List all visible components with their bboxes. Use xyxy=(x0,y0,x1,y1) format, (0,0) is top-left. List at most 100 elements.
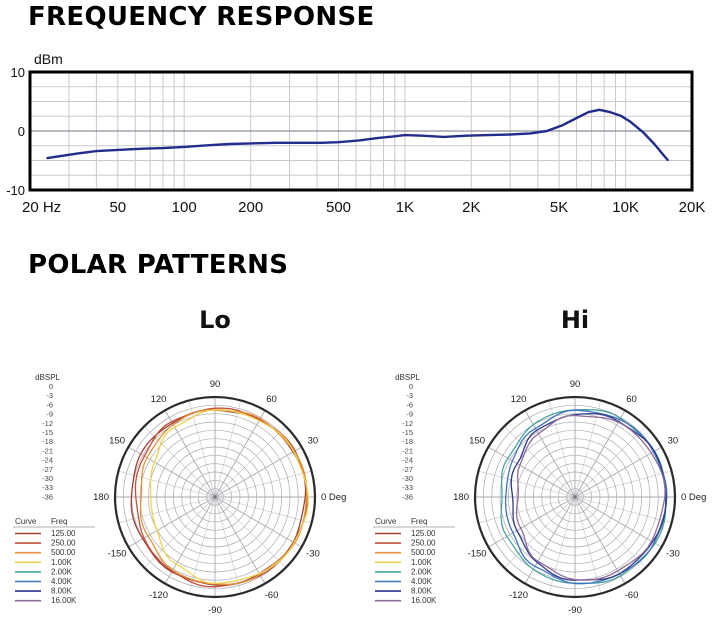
polar-angle-label: -120 xyxy=(509,590,528,601)
polar-radial-tick-label: -33 xyxy=(42,483,53,492)
polar-radial-tick-label: -21 xyxy=(42,446,53,455)
polar-angle-label: -150 xyxy=(108,549,127,560)
freq-grid xyxy=(30,72,692,190)
polar-radial-tick-label: -33 xyxy=(402,483,413,492)
polar-radial-tick-label: -15 xyxy=(402,428,413,437)
freq-y-axis-unit: dBm xyxy=(34,51,63,67)
legend-freq-label: 125.00 xyxy=(51,529,76,538)
polar-angle-label: 60 xyxy=(626,394,637,405)
legend-header-freq: Freq xyxy=(51,517,67,526)
freq-xtick-label: 2K xyxy=(462,199,480,216)
polar-hi-title: Hi xyxy=(560,306,590,334)
freq-ytick-label: 0 xyxy=(18,124,25,139)
polar-radial-tick-label: -27 xyxy=(42,465,53,474)
polar-radial-tick-label: -6 xyxy=(406,400,413,409)
polar-angle-label: 0 Deg xyxy=(321,492,346,503)
freq-response-curve xyxy=(46,108,669,162)
legend-freq-label: 500.00 xyxy=(411,548,436,557)
polar-angle-label: 30 xyxy=(668,436,679,447)
polar-radial-tick-label: -3 xyxy=(406,391,413,400)
polar-angle-label: -120 xyxy=(149,590,168,601)
freq-xtick-label: 50 xyxy=(109,199,126,216)
freq-xtick-label: 1K xyxy=(396,199,414,216)
polar-curve-1.00K xyxy=(149,408,309,585)
freq-xtick-label: 20 Hz xyxy=(22,199,61,216)
legend-freq-label: 8.00K xyxy=(51,587,73,596)
polar-angle-label: -90 xyxy=(208,605,222,616)
legend-freq-label: 125.00 xyxy=(411,529,436,538)
freq-plot-border xyxy=(28,70,694,192)
polar-radial-tick-label: -18 xyxy=(42,437,53,446)
polar-angle-label: -90 xyxy=(568,605,582,616)
polar-radial-axis-label: dBSPL xyxy=(395,373,420,382)
polar-angle-label: -60 xyxy=(265,590,279,601)
legend-freq-label: 1.00K xyxy=(51,558,73,567)
polar-angle-label: -60 xyxy=(625,590,639,601)
polar-curve-250.00 xyxy=(134,407,309,588)
polar-radial-tick-label: -27 xyxy=(402,465,413,474)
polar-curve-8.00K xyxy=(510,412,667,581)
polar-radial-tick-label: -3 xyxy=(46,391,53,400)
polar-angle-label: 90 xyxy=(210,379,221,390)
polar-radial-tick-label: -6 xyxy=(46,400,53,409)
polar-angle-label: 120 xyxy=(511,394,527,405)
freq-xtick-label: 200 xyxy=(238,199,263,216)
polar-angle-label: 180 xyxy=(93,492,109,503)
legend-header-curve: Curve xyxy=(15,517,37,526)
polar-lo-title: Lo xyxy=(199,306,231,334)
legend-header-freq: Freq xyxy=(411,517,427,526)
frequency-response-title: FREQUENCY RESPONSE xyxy=(28,2,375,32)
polar-angle-label: 0 Deg xyxy=(681,492,706,503)
polar-center-dot xyxy=(213,495,217,499)
legend-freq-label: 250.00 xyxy=(51,539,76,548)
legend-freq-label: 1.00K xyxy=(411,558,433,567)
polar-angle-label: 180 xyxy=(453,492,469,503)
polar-center-dot xyxy=(573,495,577,499)
polar-angle-label: 30 xyxy=(308,436,319,447)
polar-angle-label: 60 xyxy=(266,394,277,405)
polar-radial-tick-label: -36 xyxy=(42,492,53,501)
polar-radial-tick-label: -15 xyxy=(42,428,53,437)
polar-angle-label: -30 xyxy=(306,549,320,560)
polar-curve-16.00K xyxy=(515,414,666,581)
freq-xtick-label: 100 xyxy=(172,199,197,216)
legend-freq-label: 250.00 xyxy=(411,539,436,548)
polar-radial-tick-label: -36 xyxy=(402,492,413,501)
freq-xtick-label: 5K xyxy=(550,199,568,216)
polar-radial-tick-label: -12 xyxy=(42,419,53,428)
polar-curve-500.00 xyxy=(139,409,308,585)
polar-angle-label: 120 xyxy=(151,394,167,405)
polar-radial-tick-label: -18 xyxy=(402,437,413,446)
legend-freq-label: 4.00K xyxy=(51,577,73,586)
freq-xtick-label: 10K xyxy=(612,199,639,216)
polar-radial-tick-label: 0 xyxy=(409,382,413,391)
freq-ytick-label: -10 xyxy=(6,183,25,198)
polar-radial-tick-label: -30 xyxy=(402,474,413,483)
polar-radial-tick-label: -9 xyxy=(406,410,413,419)
freq-ytick-label: 10 xyxy=(11,65,25,80)
polar-radial-tick-label: 0 xyxy=(49,382,53,391)
legend-freq-label: 4.00K xyxy=(411,577,433,586)
polar-radial-tick-label: -24 xyxy=(402,456,413,465)
polar-angle-label: 150 xyxy=(109,436,125,447)
legend-freq-label: 16.00K xyxy=(411,596,437,605)
polar-angle-label: 150 xyxy=(469,436,485,447)
legend-header-curve: Curve xyxy=(375,517,397,526)
polar-radial-tick-label: -9 xyxy=(46,410,53,419)
polar-angle-label: -150 xyxy=(468,549,487,560)
freq-xtick-label: 20K xyxy=(679,199,706,216)
polar-angle-label: -30 xyxy=(666,549,680,560)
polar-radial-axis-label: dBSPL xyxy=(35,373,60,382)
polar-radial-tick-label: -24 xyxy=(42,456,53,465)
legend-freq-label: 8.00K xyxy=(411,587,433,596)
polar-patterns-title: POLAR PATTERNS xyxy=(28,250,289,280)
polar-radial-tick-label: -12 xyxy=(402,419,413,428)
legend-freq-label: 2.00K xyxy=(411,567,433,576)
freq-xtick-label: 500 xyxy=(326,199,351,216)
legend-freq-label: 2.00K xyxy=(51,567,73,576)
